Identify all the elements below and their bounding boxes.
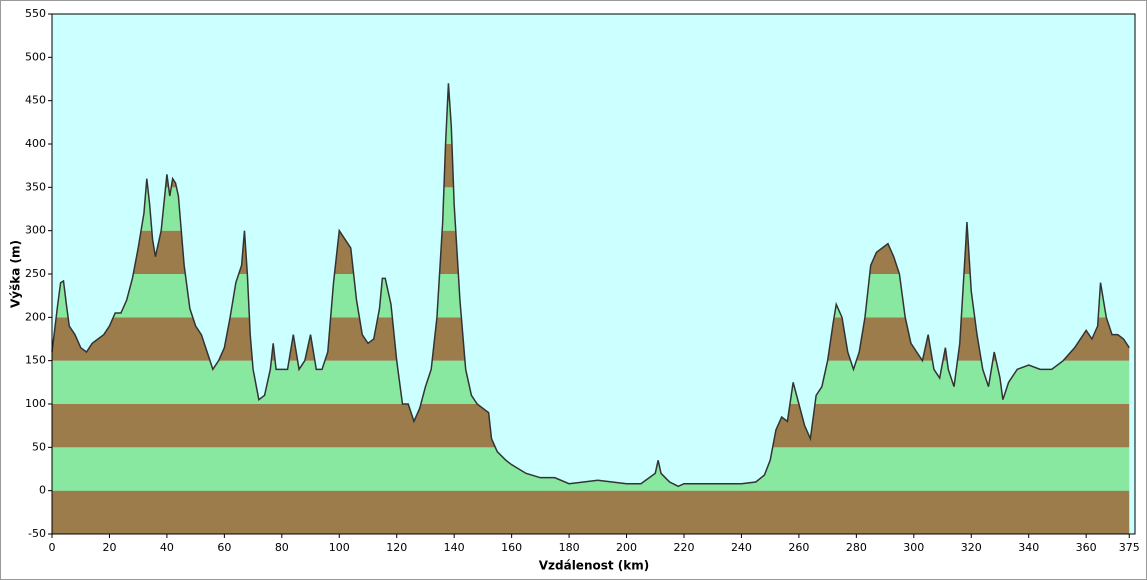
x-tick-label: 20 (102, 541, 116, 554)
y-tick-label: 150 (25, 354, 46, 367)
x-tick-label: 40 (160, 541, 174, 554)
x-tick-label: 280 (846, 541, 867, 554)
y-tick-label: 200 (25, 310, 46, 323)
x-tick-label: 240 (731, 541, 752, 554)
y-tick-label: 550 (25, 7, 46, 20)
x-tick-label: 360 (1076, 541, 1097, 554)
y-tick-label: 100 (25, 397, 46, 410)
x-tick-label: 60 (217, 541, 231, 554)
x-tick-label: 200 (616, 541, 637, 554)
y-tick-label: 350 (25, 180, 46, 193)
y-axis-title: Výška (m) (9, 240, 23, 308)
x-tick-label: 80 (275, 541, 289, 554)
x-tick-label: 220 (673, 541, 694, 554)
x-tick-label: 320 (961, 541, 982, 554)
x-tick-label: 140 (444, 541, 465, 554)
x-tick-label: 160 (501, 541, 522, 554)
x-tick-label: 375 (1119, 541, 1140, 554)
x-tick-label: 260 (788, 541, 809, 554)
y-tick-label: 450 (25, 94, 46, 107)
x-tick-label: 300 (903, 541, 924, 554)
y-tick-label: 400 (25, 137, 46, 150)
x-tick-label: 100 (329, 541, 350, 554)
y-tick-label: 0 (39, 484, 46, 497)
y-tick-label: 300 (25, 224, 46, 237)
x-tick-label: 0 (49, 541, 56, 554)
elevation-band (52, 490, 1130, 534)
y-tick-label: 500 (25, 50, 46, 63)
y-tick-label: -50 (28, 527, 46, 540)
elevation-line (51, 83, 1130, 488)
y-tick-label: 250 (25, 267, 46, 280)
x-tick-label: 180 (559, 541, 580, 554)
x-axis-title: Vzdálenost (km) (539, 559, 650, 573)
x-tick-label: 340 (1018, 541, 1039, 554)
x-tick-label: 120 (386, 541, 407, 554)
y-tick-label: 50 (32, 440, 46, 453)
